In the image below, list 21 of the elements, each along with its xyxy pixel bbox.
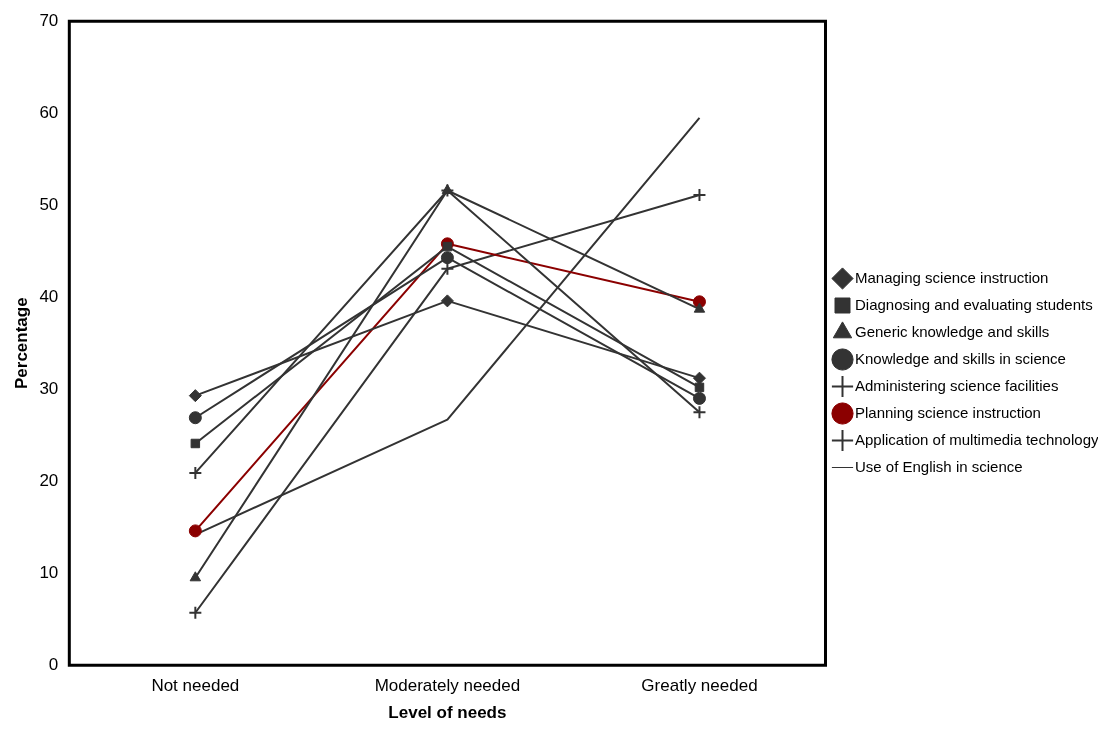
legend-label: Use of English in science bbox=[855, 457, 1023, 475]
legend-label: Knowledge and skills in science bbox=[855, 349, 1066, 367]
legend-label: Application of multimedia technology bbox=[855, 430, 1099, 448]
legend-label: Generic knowledge and skills bbox=[855, 322, 1050, 340]
y-tick-label: 40 bbox=[39, 286, 59, 306]
x-tick-label: Greatly needed bbox=[641, 676, 758, 696]
x-tick-label: Moderately needed bbox=[374, 676, 521, 696]
y-axis-title: Percentage bbox=[11, 297, 31, 390]
legend-label: Managing science instruction bbox=[855, 268, 1049, 286]
y-tick-label: 30 bbox=[39, 378, 59, 398]
legend-label: Planning science instruction bbox=[855, 403, 1041, 421]
y-tick-label: 60 bbox=[39, 102, 59, 122]
y-tick-label: 50 bbox=[39, 194, 59, 214]
legend-label: Administering science facilities bbox=[855, 376, 1059, 394]
y-tick-label: 0 bbox=[48, 654, 59, 674]
y-tick-label: 20 bbox=[39, 470, 59, 490]
y-tick-label: 70 bbox=[39, 10, 59, 30]
legend-label: Diagnosing and evaluating students bbox=[855, 295, 1093, 313]
x-tick-label: Not needed bbox=[151, 676, 240, 696]
y-tick-label: 10 bbox=[39, 562, 59, 582]
x-axis-title: Level of needs bbox=[388, 703, 507, 723]
